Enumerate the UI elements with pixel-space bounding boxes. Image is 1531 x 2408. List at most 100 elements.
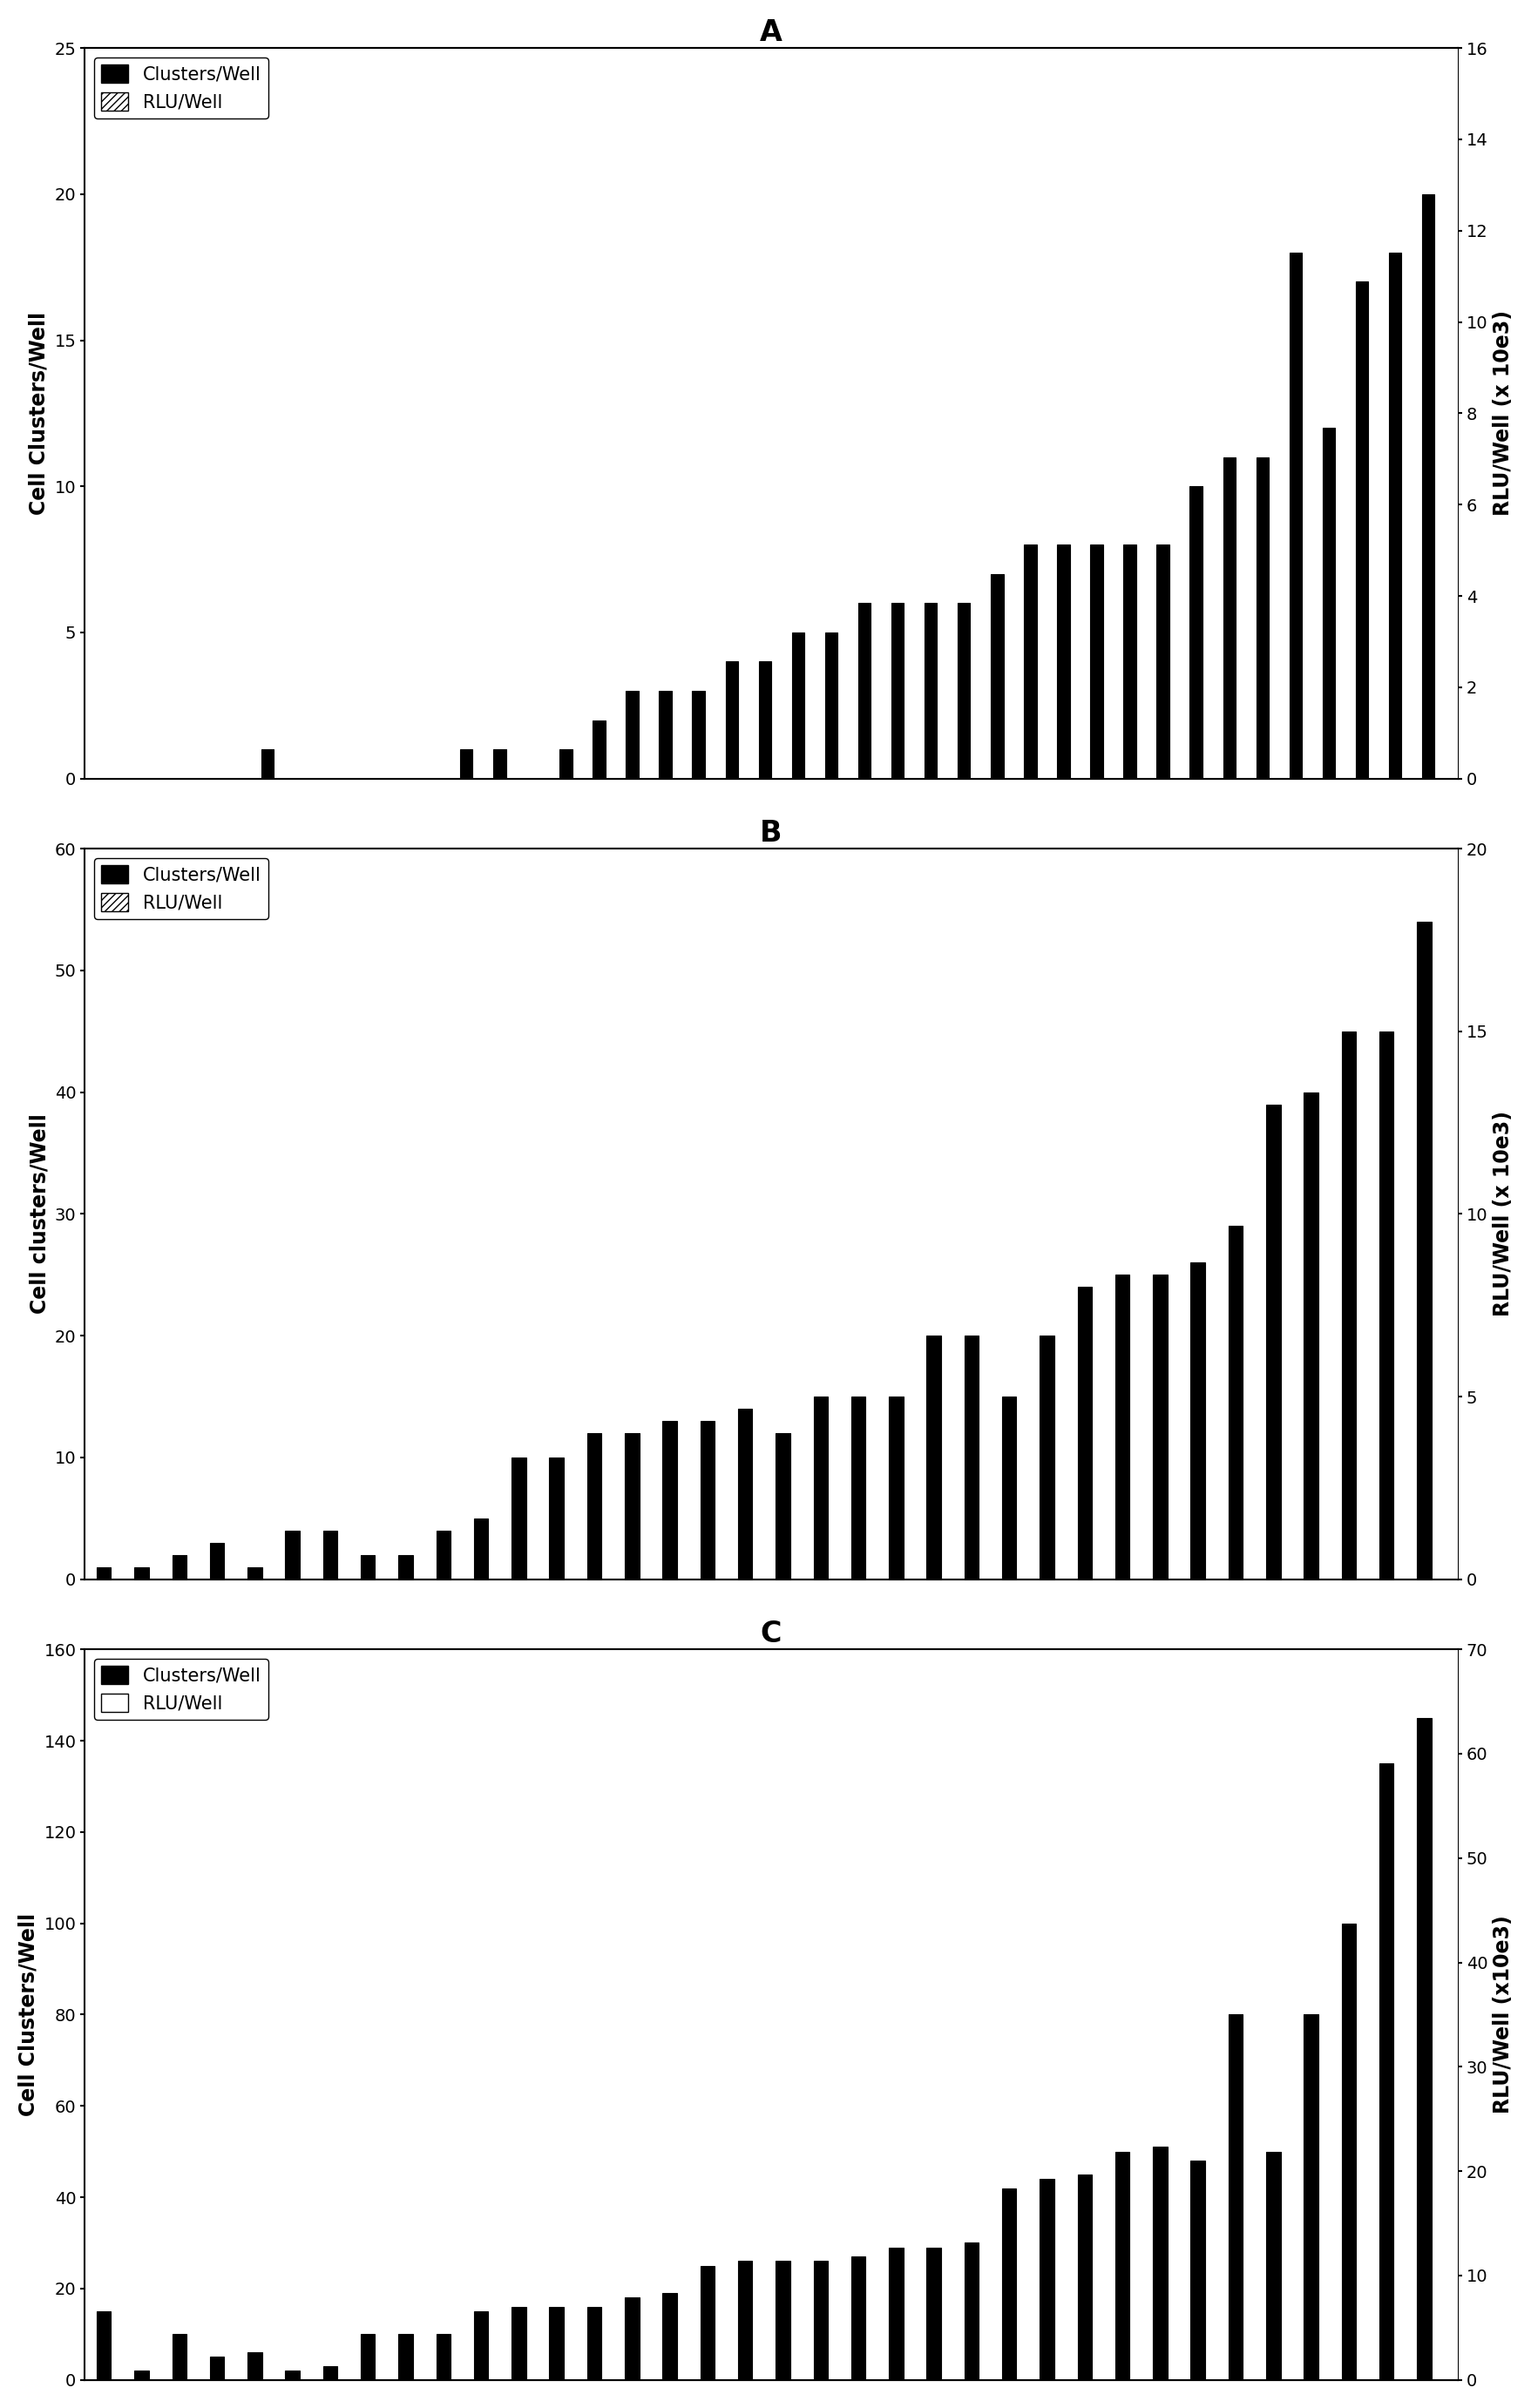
Bar [573,686,585,778]
Bar [969,595,983,778]
Bar [525,958,540,1580]
Bar [248,1568,262,1580]
Bar [375,958,389,1580]
Bar [1115,2153,1128,2379]
Bar [187,1286,201,1580]
Bar [770,633,784,778]
Bar [1318,920,1332,2379]
Bar [1076,2174,1092,2379]
Bar [677,1963,690,2379]
Bar [758,662,770,778]
Y-axis label: Cell Clusters/Well: Cell Clusters/Well [18,1912,40,2117]
Bar [1301,140,1314,778]
Bar [926,2247,940,2379]
Bar [450,448,464,1580]
Bar [1167,1806,1180,2379]
Bar [638,1702,654,2379]
Bar [888,2247,903,2379]
Bar [323,2367,337,2379]
Bar [240,710,253,778]
Bar [1335,299,1347,778]
Bar [677,958,690,1580]
Bar [865,1806,879,2379]
Bar [550,1457,563,1580]
Bar [586,2307,602,2379]
Title: B: B [759,819,782,848]
Bar [752,1031,766,1580]
Bar [638,520,654,1580]
Bar [926,1336,940,1580]
Bar [1430,1722,1445,2379]
Bar [1056,544,1069,778]
Bar [827,922,842,1580]
Bar [792,633,804,778]
Bar [224,2119,239,2379]
Y-axis label: RLU/Well (x10e3): RLU/Well (x10e3) [1491,1914,1513,2114]
Bar [207,720,220,778]
Bar [704,641,717,778]
Bar [1190,486,1202,778]
Bar [813,1397,827,1580]
Bar [1228,1226,1242,1580]
Bar [857,604,870,778]
Bar [663,1421,677,1580]
Bar [940,995,955,1580]
Bar [398,1556,412,1580]
Bar [1321,429,1335,778]
Bar [870,595,883,778]
Bar [1303,1093,1318,1580]
Bar [171,2333,187,2379]
Bar [1280,1327,1294,2379]
Bar [361,1556,375,1580]
Bar [1001,1397,1017,1580]
Bar [1115,1274,1128,1580]
Bar [715,995,729,1580]
Bar [412,2254,427,2379]
Bar [1153,1274,1167,1580]
Bar [1378,1763,1393,2379]
Bar [450,2109,464,2379]
Bar [1228,2015,1242,2379]
Bar [1435,573,1447,778]
Bar [1341,1031,1355,1580]
Y-axis label: RLU/Well (x 10e3): RLU/Well (x 10e3) [1491,1110,1513,1317]
Bar [923,604,937,778]
Bar [110,1397,126,1580]
Bar [891,604,903,778]
Bar [1303,2015,1318,2379]
Bar [804,619,816,778]
Bar [274,710,286,778]
Bar [626,691,638,778]
Bar [262,2160,276,2379]
Bar [248,2353,262,2379]
Bar [775,2261,790,2379]
Bar [187,1900,201,2379]
Bar [110,2213,126,2379]
Bar [903,619,916,778]
Bar [1222,458,1236,778]
Bar [135,2372,149,2379]
Bar [1266,2153,1280,2379]
Bar [1268,323,1280,778]
Bar [1421,195,1435,778]
Bar [505,686,517,778]
Bar [937,595,949,778]
Bar [1430,0,1445,1580]
Bar [692,691,704,778]
Bar [1205,1597,1219,2379]
Bar [1355,1702,1370,2379]
Bar [1367,253,1379,778]
Bar [715,1984,729,2379]
Bar [827,2141,842,2379]
Bar [493,749,505,778]
Bar [149,1544,162,1580]
Bar [738,1409,752,1580]
Bar [940,1233,955,2379]
Bar [813,2261,827,2379]
Bar [1128,2015,1144,2379]
Bar [141,742,153,778]
Bar [459,749,473,778]
Bar [957,604,969,778]
Bar [1076,1286,1092,1580]
Bar [285,2372,300,2379]
